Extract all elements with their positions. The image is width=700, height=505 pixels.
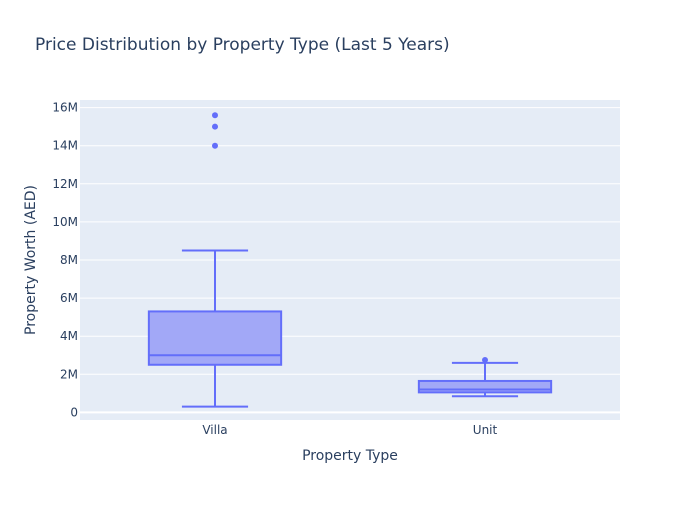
y-tick-label: 8M <box>60 253 78 267</box>
y-tick-label: 4M <box>60 329 78 343</box>
y-tick-label: 12M <box>52 177 78 191</box>
outlier-point <box>482 357 488 363</box>
iqr-box <box>147 310 283 366</box>
x-axis-ticks: Villa Unit <box>202 423 497 437</box>
y-tick-label: 14M <box>52 139 78 153</box>
iqr-box <box>417 379 553 394</box>
y-tick-label: 16M <box>52 101 78 115</box>
y-tick-label: 0 <box>70 405 78 419</box>
outlier-point <box>212 142 218 149</box>
x-axis-title: Property Type <box>302 448 398 464</box>
y-tick-label: 2M <box>60 367 78 381</box>
y-axis-ticks: 0 2M 4M 6M 8M 10M 12M 14M 16M <box>52 101 78 420</box>
box-series <box>147 112 553 408</box>
y-tick-label: 10M <box>52 215 78 229</box>
x-tick-label: Villa <box>202 423 227 437</box>
outlier-point <box>212 123 218 130</box>
box-villa <box>147 112 283 408</box>
chart-title: Price Distribution by Property Type (Las… <box>35 35 450 55</box>
y-tick-label: 6M <box>60 291 78 305</box>
y-axis-title: Property Worth (AED) <box>23 185 39 335</box>
outlier-point <box>212 112 218 119</box>
x-tick-label: Unit <box>473 423 498 437</box>
box-unit <box>417 357 553 398</box>
